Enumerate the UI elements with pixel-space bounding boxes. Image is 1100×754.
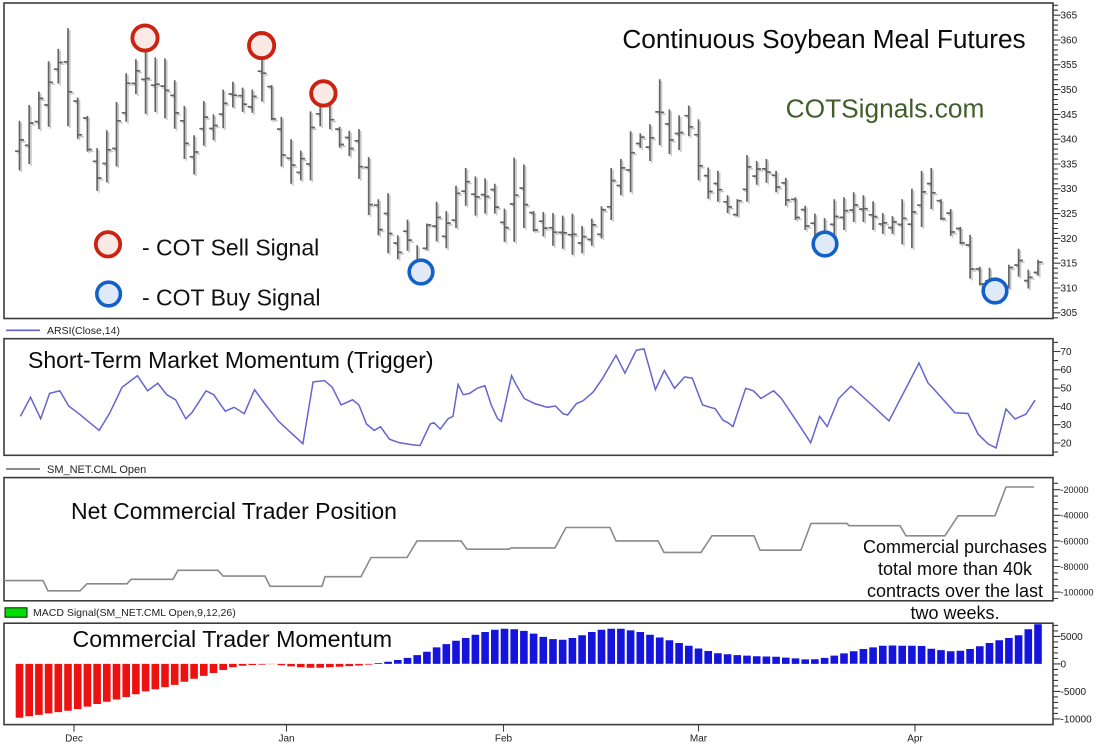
svg-text:-5000: -5000 <box>1061 687 1087 698</box>
svg-text:COTSignals.com: COTSignals.com <box>786 94 985 124</box>
svg-text:60: 60 <box>1061 365 1073 376</box>
svg-text:Short-Term Market Momentum (Tr: Short-Term Market Momentum (Trigger) <box>28 347 434 373</box>
svg-text:0: 0 <box>1061 659 1067 670</box>
svg-text:two weeks.: two weeks. <box>910 603 999 623</box>
svg-text:Continuous Soybean Meal Future: Continuous Soybean Meal Futures <box>622 24 1025 54</box>
svg-text:Feb: Feb <box>495 734 513 745</box>
svg-text:40: 40 <box>1061 402 1073 413</box>
svg-text:315: 315 <box>1061 259 1078 270</box>
svg-text:Apr: Apr <box>907 734 923 745</box>
svg-text:- COT Buy Signal: - COT Buy Signal <box>142 285 321 311</box>
svg-text:30: 30 <box>1061 420 1073 431</box>
svg-text:Jan: Jan <box>278 734 294 745</box>
svg-text:310: 310 <box>1061 283 1078 294</box>
svg-text:335: 335 <box>1061 159 1078 170</box>
svg-text:325: 325 <box>1061 209 1078 220</box>
svg-text:20: 20 <box>1061 438 1073 449</box>
svg-text:-100000: -100000 <box>1061 588 1094 598</box>
svg-text:SM_NET.CML Open: SM_NET.CML Open <box>47 464 146 476</box>
svg-text:50: 50 <box>1061 384 1073 395</box>
svg-text:320: 320 <box>1061 234 1078 245</box>
svg-text:Dec: Dec <box>65 734 83 745</box>
svg-text:-80000: -80000 <box>1061 562 1089 572</box>
svg-text:330: 330 <box>1061 184 1078 195</box>
svg-text:MACD Signal(SM_NET.CML Open,9,: MACD Signal(SM_NET.CML Open,9,12,26) <box>33 607 236 619</box>
svg-text:-40000: -40000 <box>1061 511 1089 521</box>
svg-text:-20000: -20000 <box>1061 485 1089 495</box>
svg-text:Commercial Trader Momentum: Commercial Trader Momentum <box>73 626 393 652</box>
svg-text:- COT Sell Signal: - COT Sell Signal <box>142 235 319 261</box>
svg-text:Mar: Mar <box>690 734 708 745</box>
svg-text:360: 360 <box>1061 35 1078 46</box>
svg-text:contracts over the last: contracts over the last <box>867 581 1043 601</box>
svg-text:365: 365 <box>1061 11 1078 22</box>
svg-text:-10000: -10000 <box>1061 714 1093 725</box>
svg-text:340: 340 <box>1061 135 1078 146</box>
svg-text:5000: 5000 <box>1061 632 1084 643</box>
svg-text:70: 70 <box>1061 347 1073 358</box>
svg-text:ARSI(Close,14): ARSI(Close,14) <box>47 325 120 337</box>
svg-text:345: 345 <box>1061 110 1078 121</box>
svg-text:total more than 40k: total more than 40k <box>878 559 1033 579</box>
svg-text:355: 355 <box>1061 60 1078 71</box>
svg-text:Commercial purchases: Commercial purchases <box>863 537 1047 557</box>
svg-text:Net Commercial Trader Position: Net Commercial Trader Position <box>71 498 397 524</box>
svg-text:305: 305 <box>1061 308 1078 319</box>
svg-text:-60000: -60000 <box>1061 536 1089 546</box>
svg-text:350: 350 <box>1061 85 1078 96</box>
